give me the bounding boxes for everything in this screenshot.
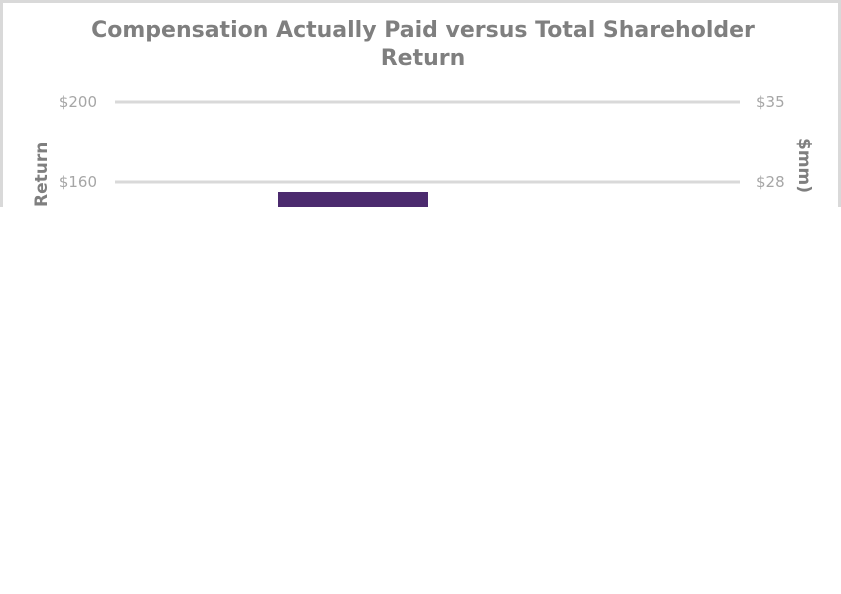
right-axis-ticks: $35 $28	[756, 93, 785, 191]
y-axis-title: Return	[32, 142, 52, 207]
chart-svg: $200 $160 $35 $28 Return $mm)	[32, 93, 814, 207]
y2-tick-label: $35	[756, 93, 785, 111]
y2-axis-title: $mm)	[794, 138, 814, 193]
chart-frame: Compensation Actually Paid versus Total …	[0, 0, 841, 207]
gridlines	[115, 100, 740, 184]
y2-tick-label: $28	[756, 173, 785, 191]
chart-title: Compensation Actually Paid versus Total …	[91, 18, 755, 71]
bars	[278, 192, 428, 207]
y-tick-label: $200	[59, 93, 97, 111]
bar	[278, 192, 428, 207]
y-tick-label: $160	[59, 173, 97, 191]
left-axis-ticks: $200 $160	[59, 93, 97, 191]
